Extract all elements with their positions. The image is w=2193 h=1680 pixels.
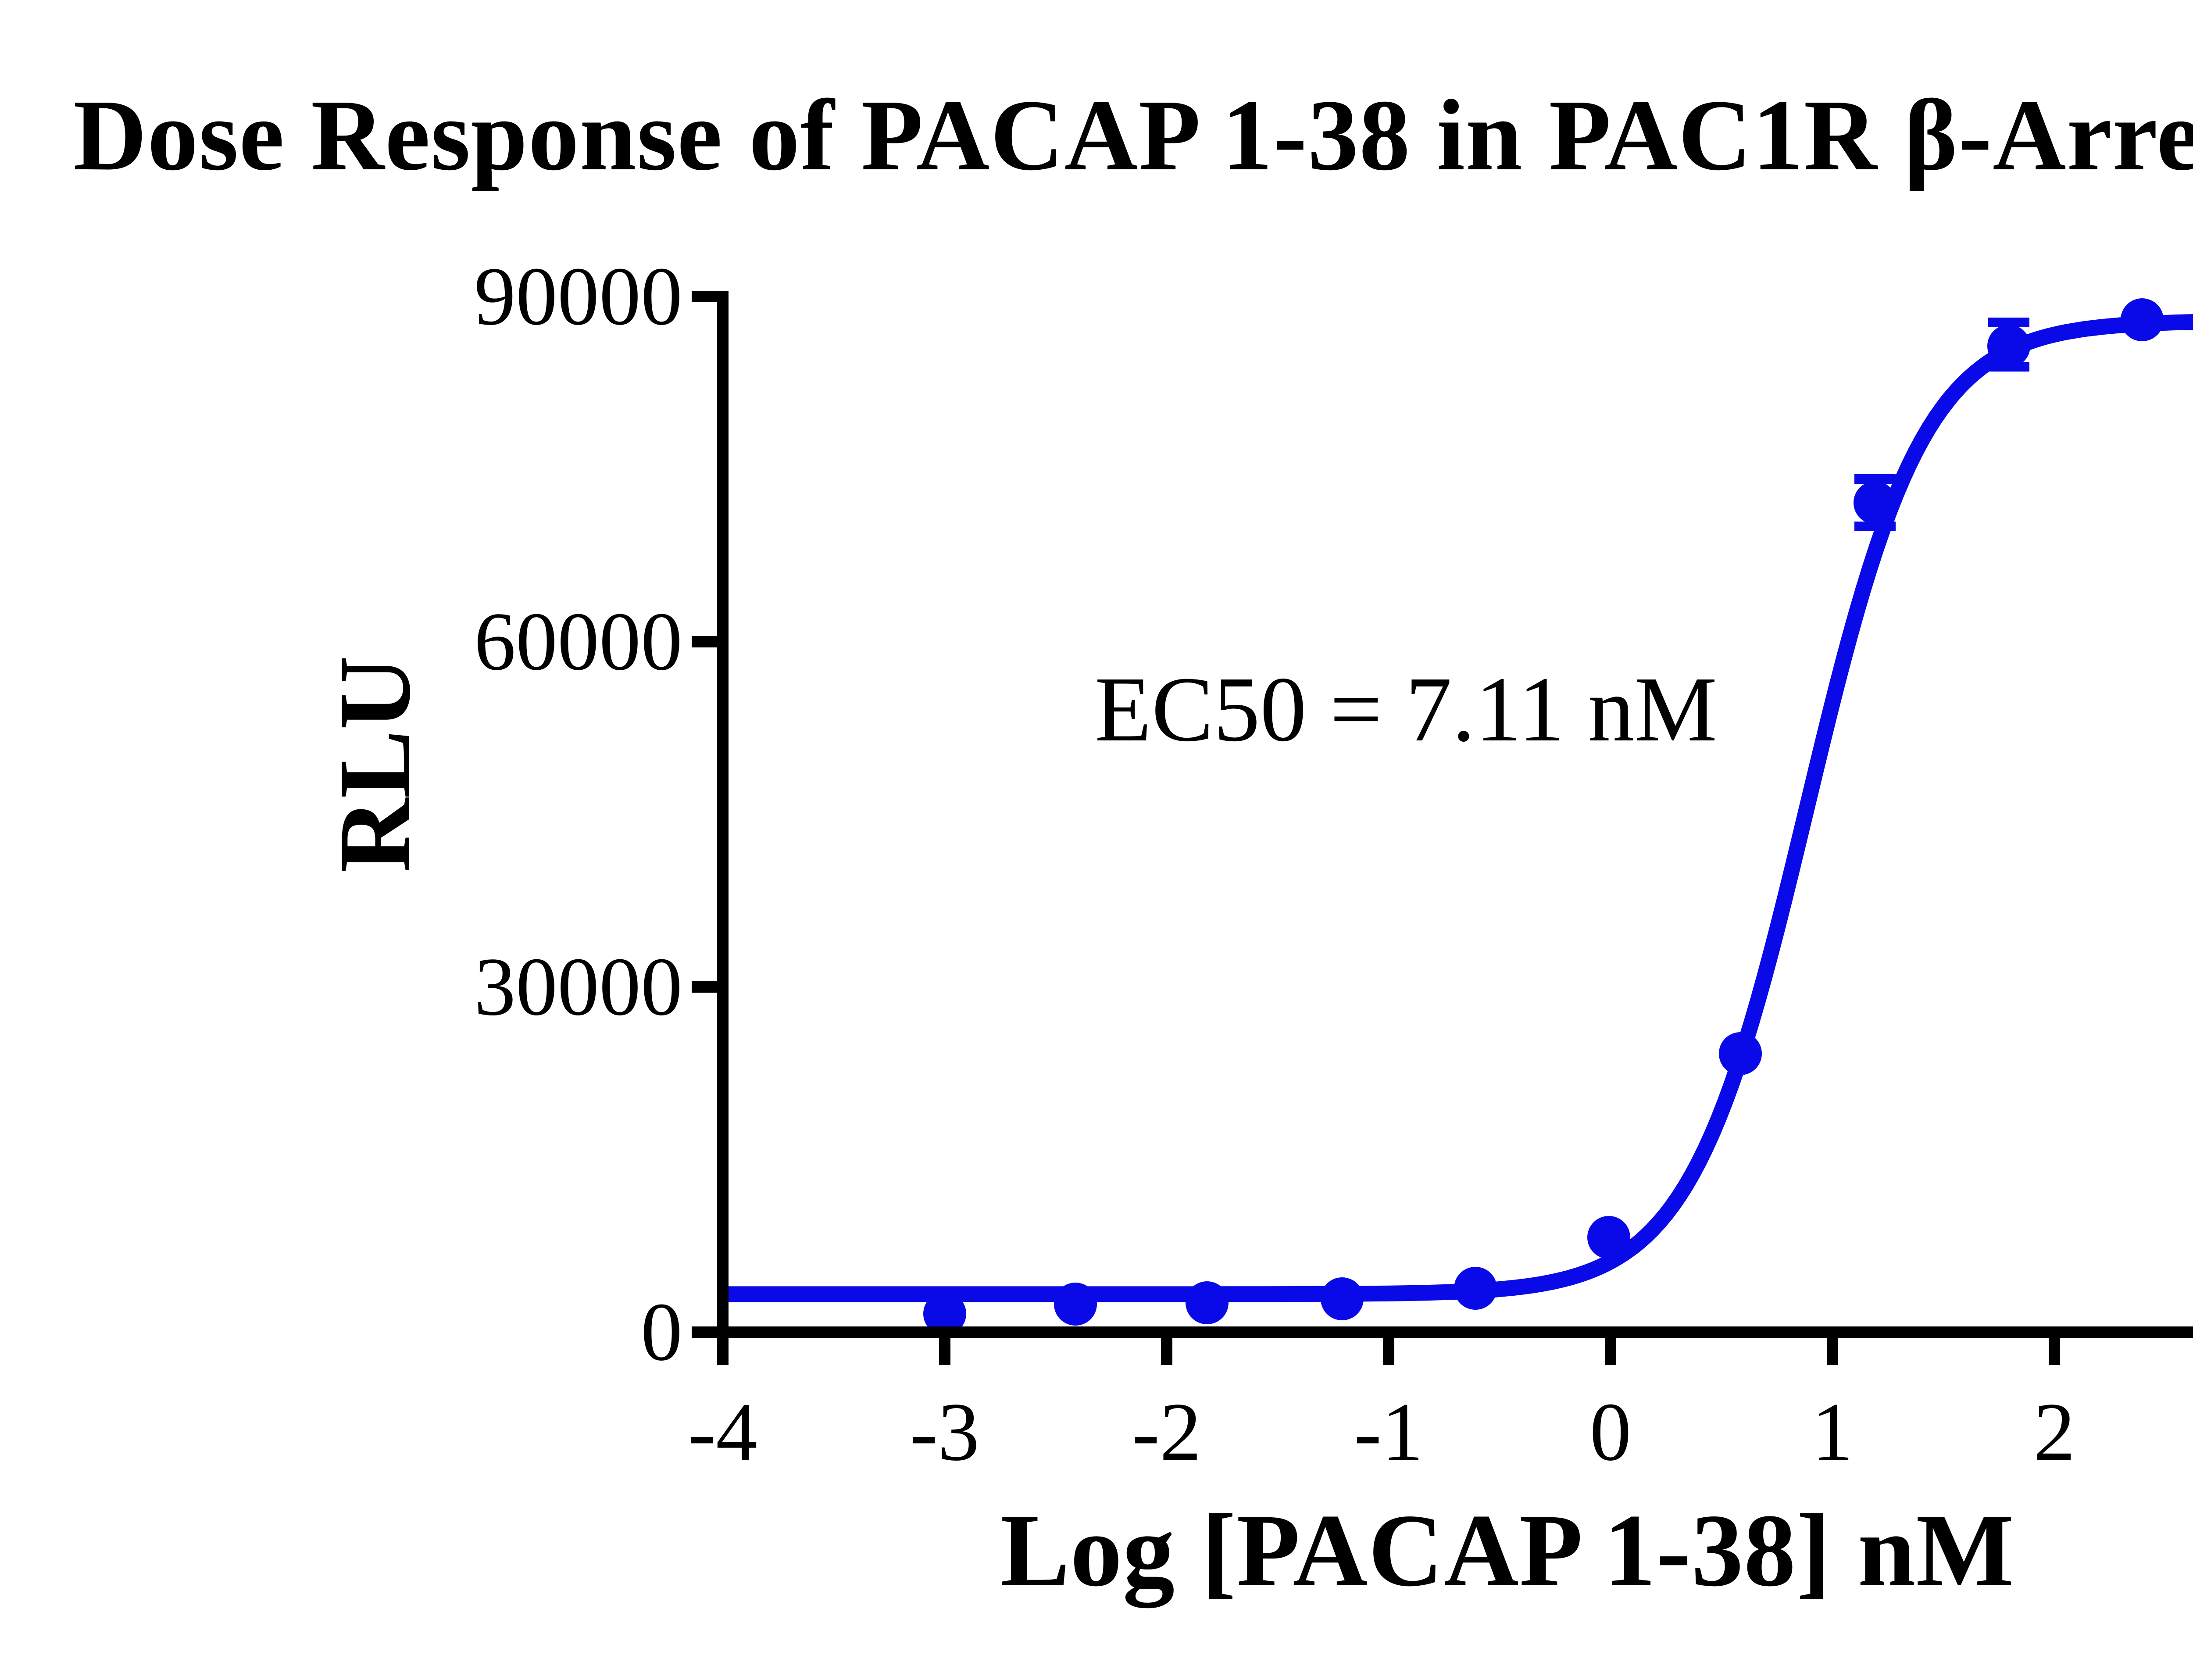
svg-text:RLU: RLU xyxy=(318,656,432,872)
svg-text:-3: -3 xyxy=(910,1386,979,1478)
svg-text:1: 1 xyxy=(1812,1386,1854,1478)
svg-text:Log [PACAP 1-38] nM: Log [PACAP 1-38] nM xyxy=(1000,1493,2014,1608)
svg-text:30000: 30000 xyxy=(474,941,682,1033)
svg-text:EC50 = 7.11 nM: EC50 = 7.11 nM xyxy=(1095,658,1717,761)
svg-text:-1: -1 xyxy=(1354,1386,1423,1478)
svg-text:-4: -4 xyxy=(688,1386,757,1478)
svg-text:-2: -2 xyxy=(1132,1386,1201,1478)
svg-text:0: 0 xyxy=(641,1286,682,1378)
svg-text:2: 2 xyxy=(2034,1386,2075,1478)
svg-text:Dose Response of PACAP 1-38 in: Dose Response of PACAP 1-38 in PAC1R β-A… xyxy=(73,67,2193,192)
svg-text:90000: 90000 xyxy=(474,250,682,343)
svg-text:60000: 60000 xyxy=(474,596,682,688)
svg-text:0: 0 xyxy=(1590,1386,1632,1478)
